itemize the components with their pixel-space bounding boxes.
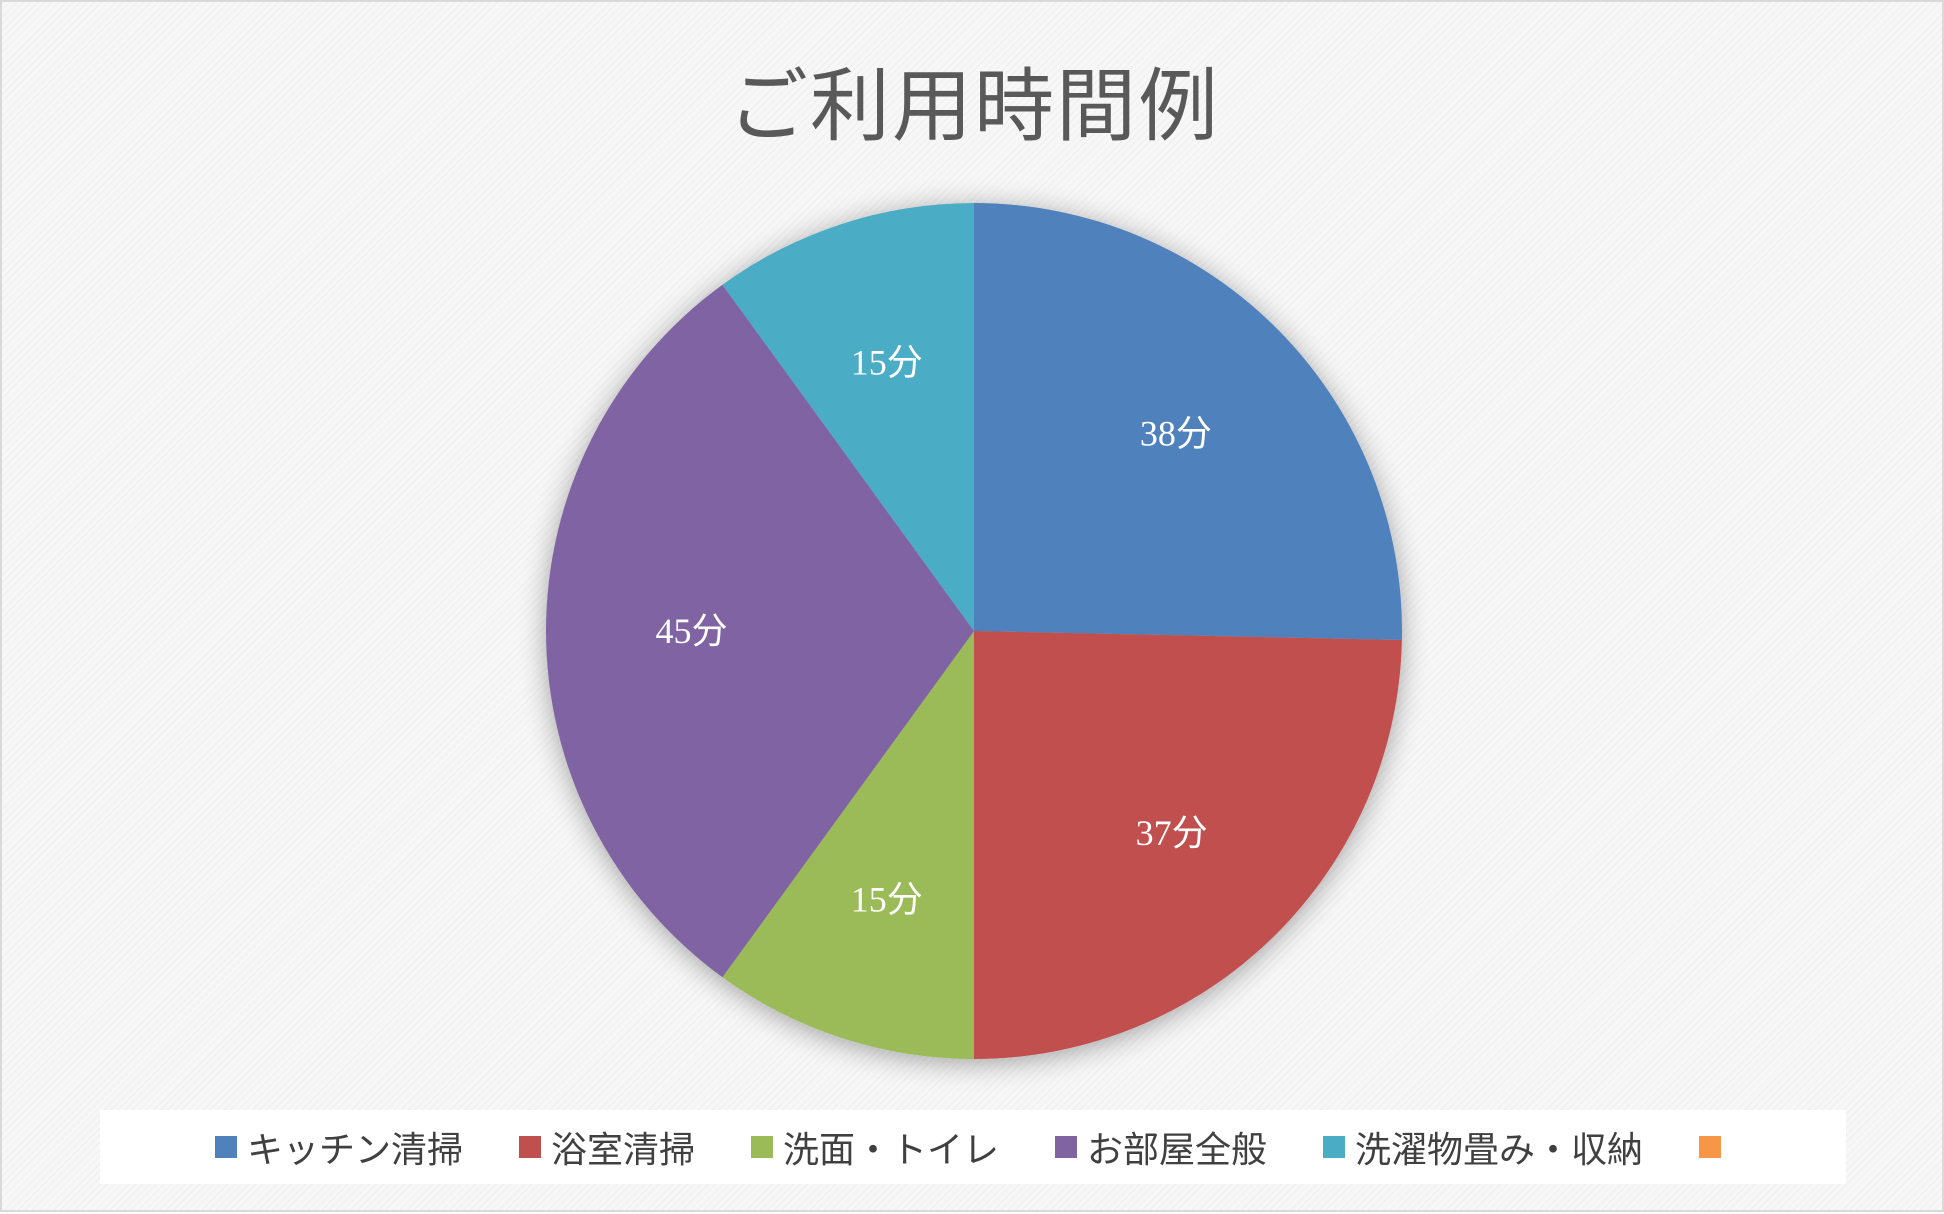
legend-label-2: 洗面・トイレ xyxy=(782,1130,999,1171)
legend-label-1: 浴室清掃 xyxy=(550,1130,695,1171)
slice-data-label-3: 45分 xyxy=(656,611,728,651)
legend-swatch-2 xyxy=(750,1136,773,1158)
pie-slice-3 xyxy=(546,284,974,978)
legend-swatch-1 xyxy=(518,1136,541,1158)
legend-item-3: お部屋全般 xyxy=(1055,1121,1267,1173)
legend-item-5 xyxy=(1699,1136,1731,1158)
legend: キッチン清掃 浴室清掃 洗面・トイレ お部屋全般 洗濯物畳み・収納 xyxy=(100,1110,1846,1184)
legend-label-3: お部屋全般 xyxy=(1087,1130,1268,1171)
legend-item-2: 洗面・トイレ xyxy=(750,1121,999,1173)
pie-slice-4 xyxy=(722,203,974,631)
legend-swatch-5 xyxy=(1699,1136,1722,1158)
legend-item-1: 浴室清掃 xyxy=(518,1121,695,1173)
slice-data-label-0: 38分 xyxy=(1140,413,1212,453)
slice-data-label-1: 37分 xyxy=(1136,813,1208,853)
chart-title: ご利用時間例 xyxy=(728,60,1220,153)
legend-swatch-3 xyxy=(1055,1136,1077,1158)
slice-data-label-2: 15分 xyxy=(851,880,923,920)
pie-slices xyxy=(546,203,1402,1059)
legend-label-4: 洗濯物畳み・収納 xyxy=(1355,1130,1644,1171)
slice-data-label-4: 15分 xyxy=(851,342,923,382)
legend-item-0: キッチン清掃 xyxy=(214,1121,463,1173)
pie-slice-1 xyxy=(974,631,1402,1059)
pie-slice-2 xyxy=(722,631,974,1059)
pie-labels: 38分 37分 15分 45分 15分 xyxy=(656,342,1212,919)
legend-item-4: 洗濯物畳み・収納 xyxy=(1323,1121,1643,1173)
legend-swatch-4 xyxy=(1323,1136,1346,1158)
pie-slice-0 xyxy=(974,203,1402,640)
legend-swatch-0 xyxy=(214,1136,237,1158)
legend-label-0: キッチン清掃 xyxy=(246,1130,463,1171)
